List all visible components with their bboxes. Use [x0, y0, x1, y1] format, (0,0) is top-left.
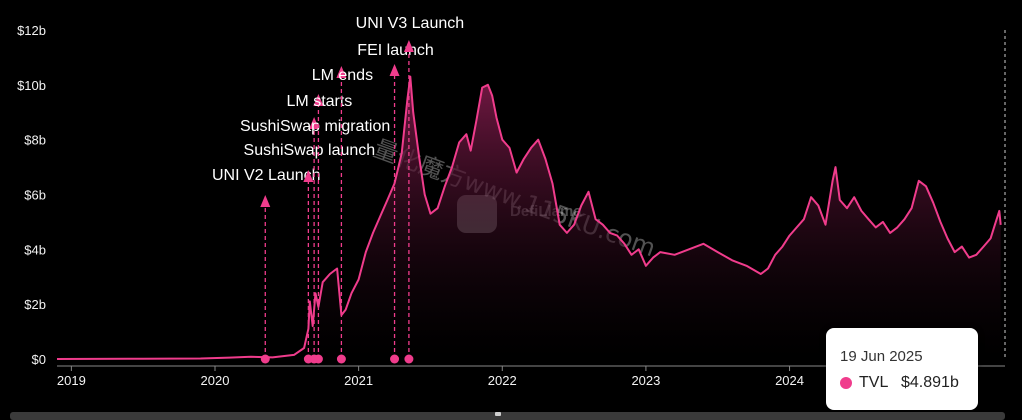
x-tick-label: 2021 [344, 373, 373, 388]
tvl-series-line [56, 75, 1002, 360]
annotation-arrow-icon [313, 94, 324, 106]
y-tick-label: $8b [24, 133, 46, 148]
annotation-arrow-icon [309, 117, 320, 129]
annotation-label: FEI launch [357, 42, 433, 59]
annotation-marker[interactable] [260, 354, 270, 364]
annotation: LM starts [287, 93, 353, 364]
y-tick-label: $4b [24, 242, 46, 257]
annotation-arrow-icon [389, 64, 400, 76]
annotation: UNI V3 Launch [356, 15, 465, 364]
x-tick-label: 2020 [201, 373, 230, 388]
tooltip-series-name: TVL [859, 374, 889, 391]
annotation-marker[interactable] [313, 354, 323, 364]
annotation: FEI launch [357, 42, 434, 364]
y-tick-label: $10b [17, 78, 46, 93]
tooltip-date: 19 Jun 2025 [840, 348, 923, 365]
annotation: SushiSwap migration [240, 117, 390, 364]
annotation-label: LM starts [287, 93, 353, 110]
y-axis: $0 $2b $4b $6b $8b $10b $12b [17, 23, 46, 367]
y-tick-label: $0 [32, 352, 46, 367]
tooltip: 19 Jun 2025 TVL $4.891b [826, 328, 978, 410]
chart-scrollbar[interactable] [10, 412, 1005, 420]
annotation-label: UNI V3 Launch [356, 15, 465, 32]
annotation-marker[interactable] [404, 354, 414, 364]
x-tick-label: 2024 [775, 373, 804, 388]
y-tick-label: $2b [24, 297, 46, 312]
annotation-marker[interactable] [336, 354, 346, 364]
annotation-arrow-icon [303, 170, 314, 182]
x-tick-label: 2019 [57, 373, 86, 388]
y-tick-label: $6b [24, 188, 46, 203]
annotation-label: SushiSwap migration [240, 118, 390, 135]
annotation-label: UNI V2 Launch [212, 167, 321, 184]
annotation-arrow-icon [260, 195, 271, 207]
tooltip-value: $4.891b [901, 374, 959, 391]
annotation-arrow-icon [336, 66, 347, 78]
tvl-area-fill [57, 76, 1001, 359]
annotation-marker[interactable] [390, 354, 400, 364]
annotation-label: LM ends [312, 67, 373, 84]
x-tick-label: 2023 [631, 373, 660, 388]
x-tick-label: 2022 [488, 373, 517, 388]
event-annotations: UNI V2 Launch SushiSwap launch SushiSwap m… [212, 15, 464, 364]
scrollbar-handle[interactable] [495, 412, 501, 416]
annotation-arrow-icon [403, 40, 414, 52]
annotation: LM ends [312, 66, 373, 364]
y-tick-label: $12b [17, 23, 46, 38]
annotation-label: SushiSwap launch [244, 142, 376, 159]
annotation: UNI V2 Launch [212, 167, 321, 364]
series-dot-icon [840, 377, 852, 389]
